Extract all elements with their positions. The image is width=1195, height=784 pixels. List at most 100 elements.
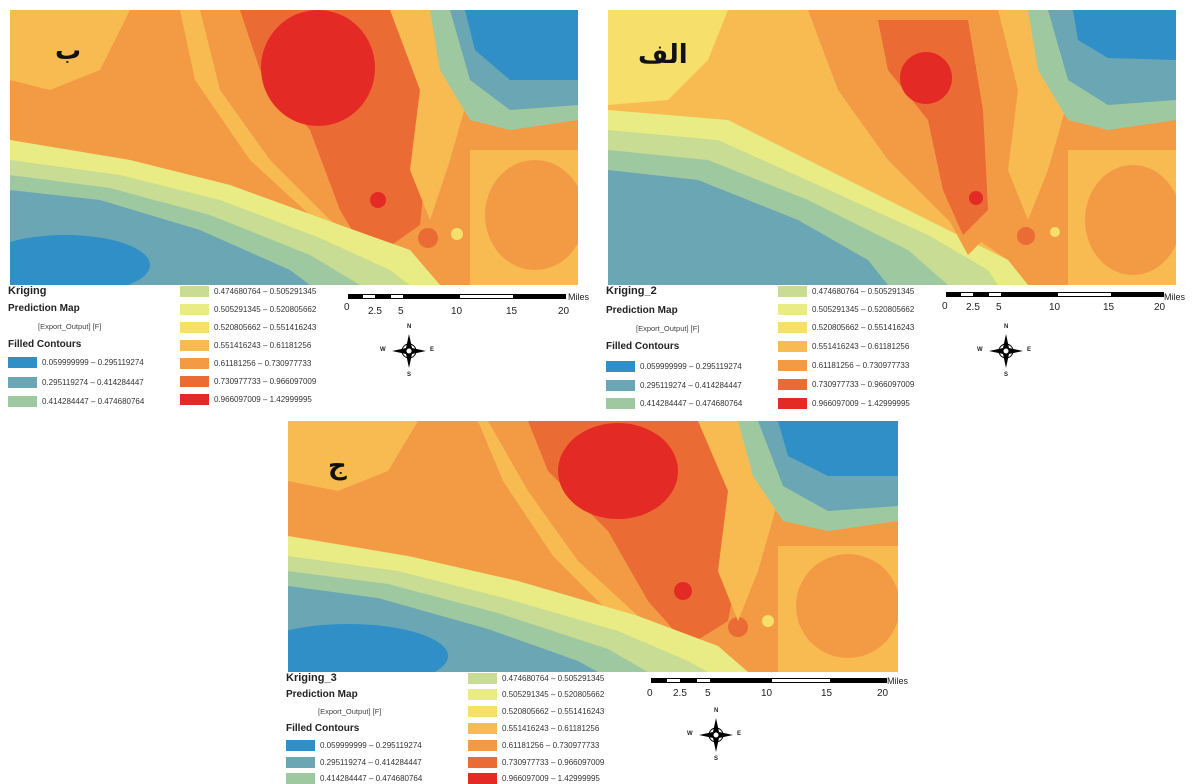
panel-label-alef: الف xyxy=(638,40,688,70)
kriging-map-b: ب xyxy=(10,10,578,285)
legend-class-row: 0.551416243 – 0.61181256 xyxy=(180,339,311,351)
scale-bar-b: 0 2.5 5 10 15 20 Miles xyxy=(344,292,590,324)
class-swatch xyxy=(468,722,497,734)
legend-contour-heading-jim: Filled Contours xyxy=(286,723,360,734)
contour-map-alef-svg xyxy=(608,10,1176,285)
legend-class-row: 0.966097009 – 1.42999995 xyxy=(180,393,312,405)
panel-label-b: ب xyxy=(55,36,82,66)
legend-field-jim: [Export_Output] [F] xyxy=(318,707,382,716)
legend-class-row: 0.61181256 – 0.730977733 xyxy=(180,357,311,369)
scale-tick: 0 xyxy=(344,302,350,313)
scale-tick: 2.5 xyxy=(673,688,687,699)
class-swatch xyxy=(778,285,807,297)
scale-segment xyxy=(666,678,681,683)
legend-map-title-alef: Prediction Map xyxy=(606,305,678,316)
legend-b: Kriging Prediction Map [Export_Output] [… xyxy=(8,285,338,410)
kriging-map-alef: الف xyxy=(608,10,1176,285)
legend-alef: Kriging_2 Prediction Map [Export_Output]… xyxy=(606,285,946,410)
scale-unit: Miles xyxy=(1164,292,1186,302)
scale-segment xyxy=(1002,292,1057,297)
class-swatch xyxy=(180,375,209,387)
legend-class-row: 0.295119274 – 0.414284447 xyxy=(606,379,742,391)
legend-field-b: [Export_Output] [F] xyxy=(38,322,102,331)
scale-tick: 20 xyxy=(877,688,889,699)
kriging-map-jim: ج xyxy=(288,421,898,672)
legend-class-row: 0.474680764 – 0.505291345 xyxy=(468,672,604,684)
scale-segment xyxy=(459,294,514,299)
class-swatch xyxy=(468,688,497,700)
class-swatch xyxy=(286,772,315,784)
scale-tick: 5 xyxy=(705,688,711,699)
class-swatch xyxy=(606,360,635,372)
scale-segment xyxy=(711,678,771,683)
legend-class-row: 0.551416243 – 0.61181256 xyxy=(468,722,599,734)
scale-bar-alef: 0 2.5 5 10 15 20 Miles xyxy=(942,292,1186,322)
class-swatch xyxy=(8,395,37,407)
legend-class-row: 0.059999999 – 0.295119274 xyxy=(8,356,144,368)
class-swatch xyxy=(8,376,37,388)
legend-layer-name-jim: Kriging_3 xyxy=(286,672,337,684)
class-swatch xyxy=(606,379,635,391)
scale-tick: 0 xyxy=(647,688,653,699)
scale-segment xyxy=(362,294,376,299)
class-swatch xyxy=(180,321,209,333)
contour-map-b-svg xyxy=(10,10,578,285)
scale-unit: Miles xyxy=(568,292,590,302)
class-swatch xyxy=(606,397,635,409)
class-swatch xyxy=(778,378,807,390)
legend-class-row: 0.505291345 – 0.520805662 xyxy=(180,303,316,315)
scale-tick: 20 xyxy=(558,306,570,317)
scale-tick: 10 xyxy=(1049,302,1061,313)
legend-class-row: 0.730977733 – 0.966097009 xyxy=(180,375,316,387)
scale-tick: 15 xyxy=(1103,302,1115,313)
class-swatch xyxy=(778,359,807,371)
scale-segment xyxy=(771,678,831,683)
legend-class-row: 0.966097009 – 1.42999995 xyxy=(778,397,910,409)
class-swatch xyxy=(180,285,209,297)
contour-map-jim-svg xyxy=(288,421,898,672)
legend-map-title-jim: Prediction Map xyxy=(286,689,358,700)
legend-jim: Kriging_3 Prediction Map [Export_Output]… xyxy=(286,672,666,784)
north-arrow-compass-icon: N S W E xyxy=(687,708,742,762)
scale-segment xyxy=(651,678,666,683)
legend-class-row: 0.520805662 – 0.551416243 xyxy=(180,321,316,333)
scale-segment xyxy=(348,294,362,299)
scale-segment xyxy=(960,292,974,297)
scale-segment xyxy=(696,678,711,683)
class-swatch xyxy=(468,772,497,784)
legend-field-alef: [Export_Output] [F] xyxy=(636,324,700,333)
class-swatch xyxy=(180,303,209,315)
scale-tick: 5 xyxy=(398,306,404,317)
class-swatch xyxy=(778,303,807,315)
north-arrow-compass-icon: N S W E xyxy=(380,324,435,378)
legend-class-row: 0.966097009 – 1.42999995 xyxy=(468,772,600,784)
legend-layer-name-b: Kriging xyxy=(8,285,47,297)
legend-class-row: 0.414284447 – 0.474680764 xyxy=(606,397,742,409)
scale-segment xyxy=(988,292,1002,297)
scale-segment xyxy=(1112,292,1164,297)
scale-unit: Miles xyxy=(887,676,909,686)
legend-class-row: 0.61181256 – 0.730977733 xyxy=(468,739,599,751)
legend-contour-heading-b: Filled Contours xyxy=(8,339,82,350)
scale-bar-jim: 0 2.5 5 10 15 20 Miles xyxy=(647,676,921,708)
legend-class-row: 0.505291345 – 0.520805662 xyxy=(778,303,914,315)
legend-class-row: 0.295119274 – 0.414284447 xyxy=(286,756,422,768)
class-swatch xyxy=(468,739,497,751)
scale-tick: 2.5 xyxy=(368,306,382,317)
legend-class-row: 0.730977733 – 0.966097009 xyxy=(778,378,914,390)
scale-segment xyxy=(514,294,566,299)
legend-class-row: 0.059999999 – 0.295119274 xyxy=(606,360,742,372)
class-swatch xyxy=(8,356,37,368)
scale-segment xyxy=(376,294,390,299)
panel-label-jim: ج xyxy=(328,451,347,481)
legend-class-row: 0.414284447 – 0.474680764 xyxy=(8,395,144,407)
legend-class-row: 0.520805662 – 0.551416243 xyxy=(778,321,914,333)
class-swatch xyxy=(468,756,497,768)
scale-tick: 15 xyxy=(506,306,518,317)
scale-segment xyxy=(404,294,459,299)
class-swatch xyxy=(286,756,315,768)
legend-class-row: 0.730977733 – 0.966097009 xyxy=(468,756,604,768)
north-arrow-compass-icon: N S W E xyxy=(977,324,1032,378)
scale-tick: 0 xyxy=(942,301,948,312)
legend-class-row: 0.520805662 – 0.551416243 xyxy=(468,705,604,717)
